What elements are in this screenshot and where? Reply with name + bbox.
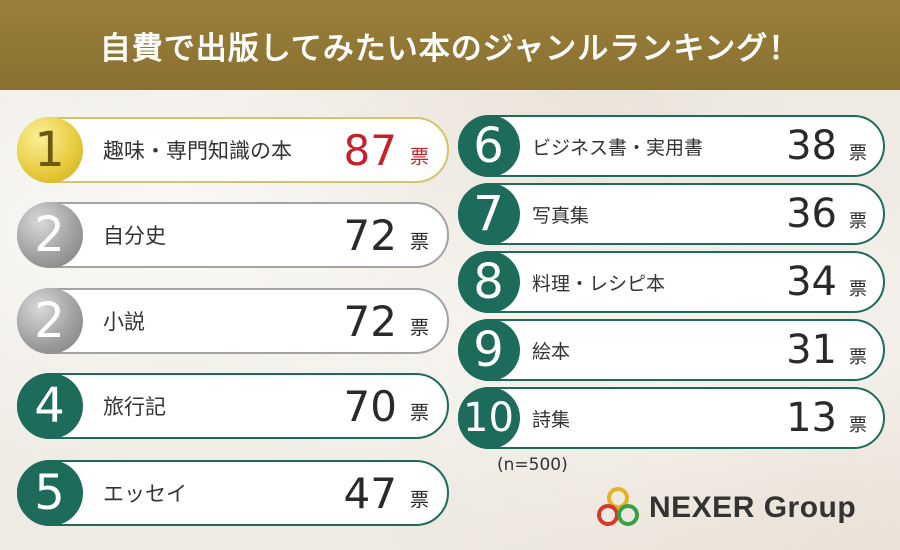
vote-value: 34: [786, 259, 837, 305]
ranking-item-9: 9 絵本 31 票: [457, 318, 885, 381]
vote-unit: 票: [849, 347, 867, 368]
sample-size-note: (n=500): [497, 455, 568, 475]
rank-badge: 6: [457, 114, 520, 177]
nexer-logo: NEXER Group: [595, 483, 856, 533]
rank-badge: 10: [457, 386, 520, 449]
vote-value: 31: [786, 327, 837, 373]
ranking-item-2: 2 自分史 72 票: [16, 201, 449, 268]
rank-badge: 1: [16, 116, 83, 183]
genre-label: 写真集: [532, 204, 590, 227]
rank-badge: 2: [16, 201, 83, 268]
vote-value: 87: [343, 125, 397, 175]
rank-badge: 8: [457, 250, 520, 313]
ranking-item-4: 4 旅行記 70 票: [16, 372, 449, 439]
vote-unit: 票: [409, 146, 429, 168]
genre-label: 趣味・専門知識の本: [103, 139, 292, 163]
rank-badge: 7: [457, 182, 520, 245]
ranking-item-6: 6 ビジネス書・実用書 38 票: [457, 114, 885, 177]
genre-label: 小説: [103, 310, 145, 334]
vote-value: 72: [343, 210, 397, 260]
ranking-item-5: 5 エッセイ 47 票: [16, 459, 449, 526]
vote-value: 47: [343, 468, 397, 518]
vote-value: 13: [786, 395, 837, 441]
rank-badge: 4: [16, 372, 83, 439]
rank-badge: 2: [16, 287, 83, 354]
vote-value: 38: [786, 123, 837, 169]
vote-unit: 票: [849, 415, 867, 436]
vote-unit: 票: [409, 402, 429, 424]
genre-label: 詩集: [532, 408, 571, 431]
ranking-item-8: 8 料理・レシピ本 34 票: [457, 250, 885, 313]
vote-value: 72: [343, 296, 397, 346]
ranking-item-1: 1 趣味・専門知識の本 87 票: [16, 116, 449, 183]
vote-unit: 票: [409, 317, 429, 339]
rank-badge: 5: [16, 459, 83, 526]
chart-title: 自費で出版してみたい本のジャンルランキング！: [99, 30, 801, 67]
genre-label: エッセイ: [103, 482, 187, 506]
rank-badge: 9: [457, 318, 520, 381]
genre-label: 旅行記: [103, 395, 166, 419]
vote-value: 70: [343, 381, 397, 431]
vote-unit: 票: [409, 231, 429, 253]
genre-label: 料理・レシピ本: [532, 272, 666, 295]
vote-unit: 票: [849, 279, 867, 300]
logo-text: NEXER Group: [649, 491, 857, 524]
nexer-logo-icon: [597, 487, 639, 526]
genre-label: 自分史: [103, 224, 166, 248]
vote-value: 36: [786, 191, 837, 237]
ranking-item-3: 2 小説 72 票: [16, 287, 449, 354]
genre-label: ビジネス書・実用書: [532, 136, 704, 159]
vote-unit: 票: [849, 211, 867, 232]
vote-unit: 票: [409, 489, 429, 511]
ranking-item-7: 7 写真集 36 票: [457, 182, 885, 245]
genre-label: 絵本: [532, 340, 571, 363]
header-banner: 自費で出版してみたい本のジャンルランキング！: [0, 0, 900, 90]
ranking-item-10: 10 詩集 13 票: [457, 386, 885, 449]
vote-unit: 票: [849, 143, 867, 164]
